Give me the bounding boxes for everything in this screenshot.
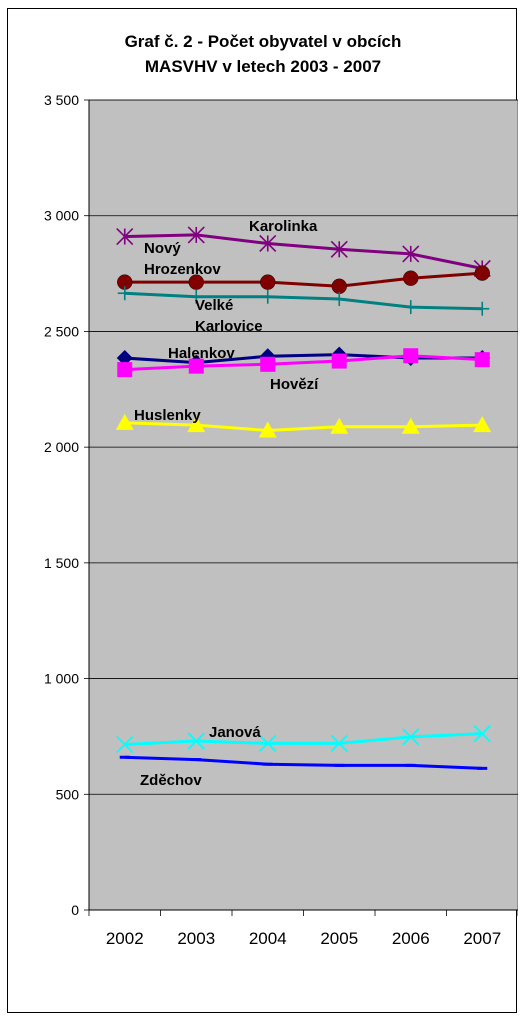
series-label-1: Nový Hrozenkov — [144, 240, 221, 278]
series-label-0: Karolinka — [249, 218, 318, 235]
data-point-0-3 — [330, 240, 348, 258]
chart-svg: Graf č. 2 - Počet obyvatel v obcích MASV… — [44, 32, 518, 948]
y-tick-label: 500 — [56, 786, 80, 802]
data-point-5-0 — [115, 413, 134, 430]
y-tick-label: 2 500 — [44, 323, 79, 339]
data-point-1-3 — [331, 278, 347, 294]
x-tick-label: 2006 — [392, 929, 430, 948]
x-tick-label: 2002 — [106, 929, 144, 948]
data-point-6-1 — [187, 732, 205, 750]
data-point-2-4 — [403, 300, 418, 315]
data-point-1-5 — [474, 265, 490, 281]
series-label-3: Halenkov — [168, 345, 235, 362]
data-point-4-1 — [188, 358, 204, 374]
x-tick-label: 2005 — [320, 929, 358, 948]
series-line-2 — [124, 291, 483, 311]
data-point-5-1 — [187, 416, 206, 433]
x-tick-label: 2003 — [177, 929, 215, 948]
series-line-0 — [124, 233, 483, 270]
data-point-3-0 — [116, 350, 133, 367]
series-line-7 — [124, 755, 483, 770]
series-lines — [115, 226, 492, 770]
y-tick-label: 2 000 — [44, 439, 79, 455]
y-tick-label: 1 000 — [44, 671, 79, 687]
data-point-4-3 — [331, 353, 347, 369]
chart-title-line-2: MASVHV v letech 2003 - 2007 — [145, 57, 381, 76]
data-point-2-3 — [332, 292, 347, 307]
data-point-5-3 — [330, 417, 349, 434]
data-point-6-4 — [402, 728, 420, 746]
data-point-2-0 — [117, 286, 132, 301]
y-tick-label: 3 500 — [44, 92, 79, 108]
data-point-4-0 — [117, 362, 133, 378]
data-point-4-2 — [260, 356, 276, 372]
data-point-5-2 — [258, 421, 277, 438]
data-point-6-2 — [259, 734, 277, 753]
data-point-0-2 — [259, 234, 277, 253]
series-label-6: Janová — [209, 724, 261, 741]
data-point-1-1 — [188, 274, 204, 290]
data-point-0-1 — [187, 226, 205, 244]
data-point-2-5 — [475, 301, 490, 316]
series-line-4 — [124, 354, 483, 372]
data-point-5-4 — [401, 417, 420, 434]
data-point-4-4 — [403, 348, 419, 364]
series-label-4: Hovězí — [270, 376, 319, 393]
data-point-2-2 — [260, 289, 275, 304]
y-tick-label: 3 000 — [44, 208, 79, 224]
series-label-7: Zděchov — [140, 772, 202, 789]
series-line-3 — [124, 353, 483, 365]
series-labels: Karolinka Nový Hrozenkov Velké Karlovice Hale… — [134, 218, 319, 789]
gridlines — [89, 99, 518, 795]
data-point-1-4 — [403, 270, 419, 286]
x-tick-label: 2004 — [249, 929, 287, 948]
series-line-5 — [124, 421, 483, 432]
chart-title-line-1: Graf č. 2 - Počet obyvatel v obcích — [125, 32, 402, 51]
data-point-0-4 — [402, 245, 420, 263]
data-point-6-3 — [330, 734, 348, 753]
data-point-6-5 — [473, 725, 491, 743]
x-tick-label: 2007 — [463, 929, 501, 948]
series-label-2: Velké Karlovice — [195, 297, 263, 335]
data-point-5-5 — [473, 416, 492, 433]
data-point-6-0 — [116, 735, 134, 754]
y-tick-label: 1 500 — [44, 555, 79, 571]
data-point-0-0 — [116, 227, 134, 246]
series-label-5: Huslenky — [134, 407, 201, 424]
data-point-2-1 — [189, 289, 204, 304]
data-point-1-2 — [260, 274, 276, 290]
chart-frame: Graf č. 2 - Počet obyvatel v obcích MASV… — [7, 8, 518, 1013]
series-line-6 — [124, 732, 483, 747]
axes: 0 500 1 000 1 500 2 000 2 500 3 000 3 500 2002 20… — [44, 92, 518, 948]
series-line-1 — [124, 271, 483, 288]
y-tick-label: 0 — [71, 902, 79, 918]
data-point-4-5 — [474, 352, 490, 368]
